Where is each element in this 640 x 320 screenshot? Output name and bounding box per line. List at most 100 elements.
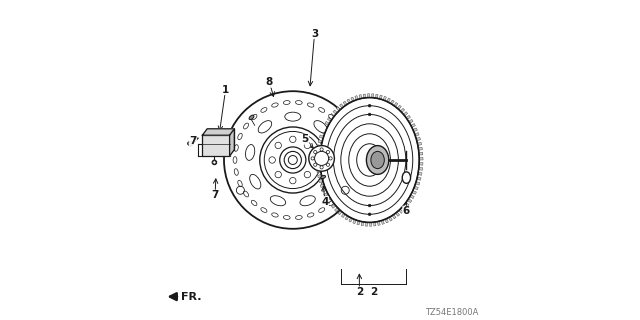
Ellipse shape — [244, 191, 248, 197]
Circle shape — [260, 127, 326, 193]
Circle shape — [369, 113, 371, 116]
Polygon shape — [317, 145, 321, 148]
Ellipse shape — [320, 98, 419, 222]
Text: 2: 2 — [371, 287, 378, 297]
Polygon shape — [367, 94, 370, 98]
Polygon shape — [321, 130, 325, 134]
Polygon shape — [318, 140, 323, 143]
Polygon shape — [332, 204, 336, 208]
Text: 6: 6 — [403, 206, 410, 216]
Polygon shape — [345, 216, 349, 220]
Circle shape — [326, 150, 330, 154]
Ellipse shape — [270, 196, 285, 206]
Polygon shape — [330, 114, 335, 118]
Ellipse shape — [234, 145, 238, 151]
Polygon shape — [417, 142, 422, 145]
Circle shape — [369, 213, 371, 216]
Circle shape — [329, 157, 332, 160]
Circle shape — [304, 172, 310, 178]
Ellipse shape — [244, 123, 248, 129]
Circle shape — [310, 157, 317, 163]
Circle shape — [212, 161, 216, 164]
Ellipse shape — [321, 175, 326, 179]
Text: 2: 2 — [356, 287, 363, 297]
Polygon shape — [404, 202, 409, 206]
Circle shape — [269, 157, 275, 163]
Polygon shape — [336, 107, 340, 111]
Text: 3: 3 — [311, 28, 318, 39]
Ellipse shape — [285, 112, 301, 121]
Polygon shape — [341, 213, 346, 218]
Polygon shape — [419, 157, 423, 160]
Ellipse shape — [296, 216, 302, 220]
Polygon shape — [392, 214, 396, 219]
Polygon shape — [380, 95, 382, 99]
Polygon shape — [410, 195, 414, 199]
Polygon shape — [403, 112, 408, 116]
Ellipse shape — [188, 141, 193, 146]
Ellipse shape — [337, 191, 342, 197]
Ellipse shape — [258, 121, 272, 133]
Ellipse shape — [348, 169, 351, 175]
Polygon shape — [419, 167, 422, 170]
Ellipse shape — [344, 133, 348, 140]
Polygon shape — [355, 96, 358, 100]
Ellipse shape — [284, 100, 290, 104]
Circle shape — [304, 142, 310, 148]
Polygon shape — [230, 129, 234, 156]
Text: TZ54E1800A: TZ54E1800A — [425, 308, 479, 317]
Text: 1: 1 — [222, 84, 229, 95]
Polygon shape — [390, 100, 394, 104]
Polygon shape — [347, 99, 351, 103]
Polygon shape — [338, 211, 342, 215]
Polygon shape — [412, 190, 417, 194]
Ellipse shape — [212, 160, 216, 164]
Polygon shape — [402, 206, 406, 210]
Polygon shape — [406, 116, 410, 119]
Circle shape — [289, 136, 296, 143]
Circle shape — [320, 148, 323, 151]
Ellipse shape — [402, 172, 411, 183]
Ellipse shape — [329, 200, 334, 206]
Polygon shape — [357, 221, 360, 225]
Polygon shape — [400, 108, 404, 113]
Polygon shape — [353, 219, 356, 224]
Polygon shape — [343, 101, 347, 106]
FancyBboxPatch shape — [202, 135, 230, 156]
Circle shape — [369, 204, 371, 207]
Polygon shape — [335, 207, 339, 212]
Ellipse shape — [348, 145, 351, 151]
Circle shape — [315, 151, 329, 165]
Polygon shape — [359, 95, 362, 99]
Polygon shape — [317, 170, 321, 173]
Ellipse shape — [261, 108, 267, 112]
Polygon shape — [326, 197, 331, 201]
Polygon shape — [378, 221, 380, 225]
Polygon shape — [324, 193, 328, 196]
Polygon shape — [365, 222, 367, 226]
Polygon shape — [397, 105, 401, 109]
Circle shape — [280, 147, 306, 173]
Polygon shape — [383, 96, 387, 101]
Circle shape — [309, 146, 335, 171]
Circle shape — [264, 132, 321, 188]
Polygon shape — [349, 218, 353, 222]
Ellipse shape — [300, 196, 316, 206]
Ellipse shape — [296, 100, 302, 104]
Polygon shape — [374, 222, 376, 226]
Polygon shape — [370, 222, 372, 226]
Ellipse shape — [250, 174, 261, 189]
Circle shape — [311, 157, 314, 160]
Ellipse shape — [307, 213, 314, 217]
Polygon shape — [361, 222, 364, 226]
Polygon shape — [351, 97, 355, 101]
Polygon shape — [323, 126, 327, 130]
Polygon shape — [381, 220, 385, 224]
Ellipse shape — [319, 208, 324, 212]
Circle shape — [320, 166, 323, 169]
Polygon shape — [320, 184, 324, 188]
Ellipse shape — [252, 114, 257, 120]
Polygon shape — [316, 165, 321, 168]
Circle shape — [275, 172, 282, 178]
Ellipse shape — [329, 114, 334, 120]
